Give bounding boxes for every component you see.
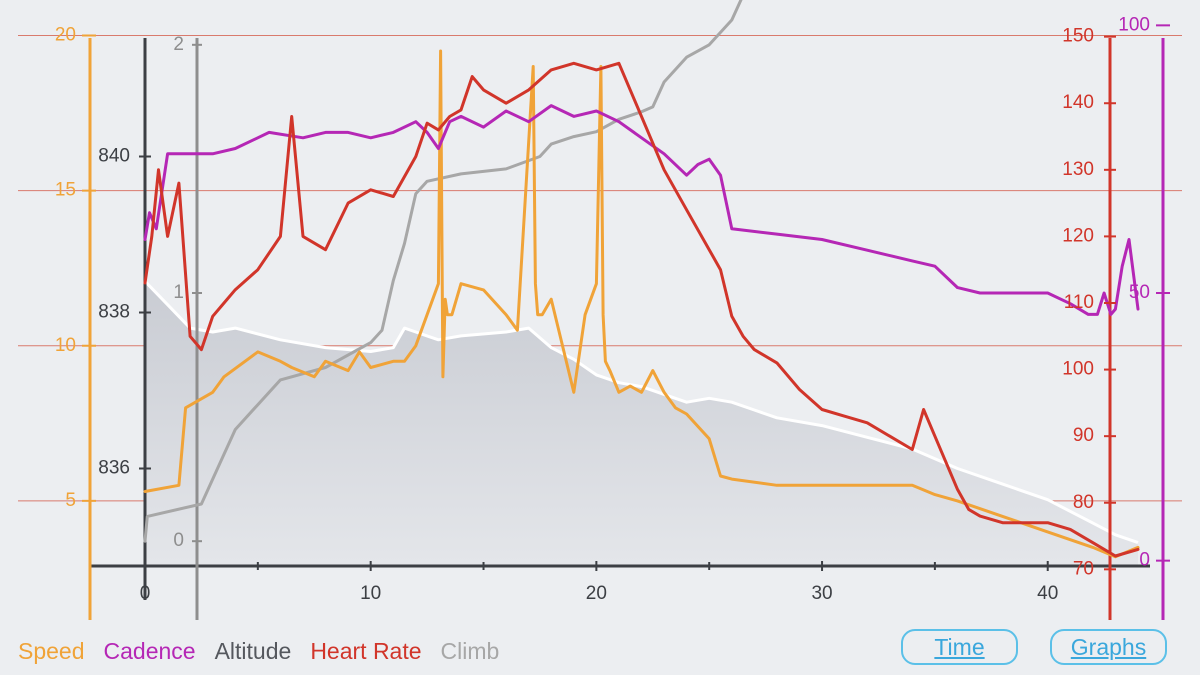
speed-tick-label-5: 5 xyxy=(65,490,76,511)
heart-rate-tick-label-140: 140 xyxy=(1062,92,1094,113)
series-line-climb xyxy=(143,0,743,543)
x-tick-label-40: 40 xyxy=(1037,583,1058,604)
series-line-cadence xyxy=(143,104,1140,316)
series-line-heartRate xyxy=(143,61,1140,558)
legend: Speed Cadence Altitude Heart Rate Climb xyxy=(18,638,518,665)
climb-tick-label-1: 1 xyxy=(173,282,184,303)
legend-heart-rate: Heart Rate xyxy=(310,638,422,664)
legend-cadence: Cadence xyxy=(103,638,196,664)
speed-tick-label-15: 15 xyxy=(55,180,76,201)
graphs-button[interactable]: Graphs xyxy=(1050,629,1167,665)
x-tick-label-0: 0 xyxy=(140,583,151,604)
climb-tick-label-2: 2 xyxy=(173,34,184,55)
time-button[interactable]: Time xyxy=(901,629,1018,665)
altitude-tick-label-838: 838 xyxy=(98,302,130,323)
legend-speed: Speed xyxy=(18,638,85,664)
climb-tick-label-0: 0 xyxy=(173,530,184,551)
series-line-speed xyxy=(143,49,1140,559)
speed-tick-label-10: 10 xyxy=(55,335,76,356)
x-tick-label-10: 10 xyxy=(360,583,381,604)
x-tick-label-20: 20 xyxy=(586,583,607,604)
x-tick-label-30: 30 xyxy=(811,583,832,604)
altitude-tick-label-840: 840 xyxy=(98,146,130,167)
altitude-area xyxy=(143,280,1139,566)
cadence-tick-label-100: 100 xyxy=(1118,14,1150,35)
altitude-outline xyxy=(143,280,1139,545)
heart-rate-tick-label-130: 130 xyxy=(1062,159,1094,180)
heart-rate-tick-label-150: 150 xyxy=(1062,26,1094,47)
speed-tick-label-20: 20 xyxy=(55,25,76,46)
heart-rate-tick-label-90: 90 xyxy=(1073,425,1094,446)
cadence-tick-label-0: 0 xyxy=(1139,550,1150,571)
heart-rate-tick-label-120: 120 xyxy=(1062,225,1094,246)
series-lines xyxy=(143,0,1140,559)
heart-rate-tick-label-100: 100 xyxy=(1062,359,1094,380)
heart-rate-tick-label-110: 110 xyxy=(1064,292,1094,313)
legend-altitude: Altitude xyxy=(214,638,292,664)
cadence-tick-label-50: 50 xyxy=(1129,282,1150,303)
altitude-fill xyxy=(145,281,1138,566)
axes xyxy=(88,38,1165,620)
altitude-tick-label-836: 836 xyxy=(98,458,130,479)
heart-rate-tick-label-70: 70 xyxy=(1073,558,1094,579)
legend-climb: Climb xyxy=(440,638,500,664)
tick-labels: 0 10 20 30 40 5 10 15 20 836 838 840 0 1 2 70 80 90 100 110… xyxy=(55,14,1170,604)
heart-rate-tick-label-80: 80 xyxy=(1073,492,1094,513)
